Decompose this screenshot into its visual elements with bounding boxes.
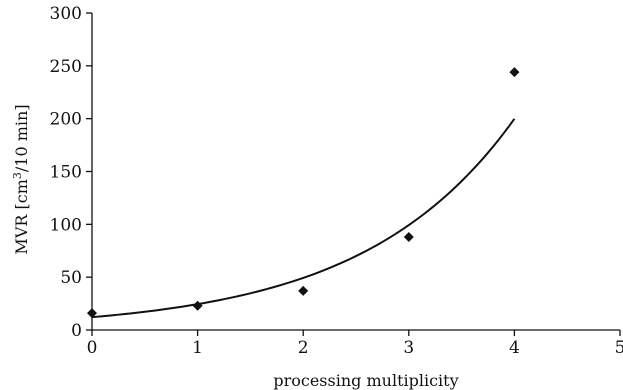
x-tick-label-3: 3: [403, 338, 414, 358]
y-tick-label-150: 150: [50, 163, 82, 183]
y-tick-label-300: 300: [50, 4, 82, 24]
y-axis-title-main: MVR [cm: [12, 179, 31, 254]
y-axis-title: MVR [cm3/10 min]: [11, 104, 32, 254]
x-tick-label-4: 4: [509, 338, 520, 358]
y-tick-label-0: 0: [71, 321, 82, 341]
x-tick-label-0: 0: [87, 338, 98, 358]
y-tick-label-100: 100: [50, 215, 82, 235]
data-points: [87, 67, 520, 319]
y-tick-label-200: 200: [50, 110, 82, 130]
data-point-2: [298, 285, 309, 296]
y-axis-title-tail: /10 min]: [12, 104, 31, 172]
axes: [91, 13, 620, 331]
y-axis-title-superscript: 3: [11, 172, 24, 179]
data-point-0: [87, 308, 97, 319]
exponential-trendline: [91, 118, 516, 319]
tick-labels: 0 50 100 150 200 250 300 0 1 2 3 4 5: [50, 4, 623, 358]
x-axis-title: processing multiplicity: [273, 371, 458, 390]
y-tick-label-250: 250: [50, 57, 82, 77]
x-tick-label-1: 1: [192, 338, 203, 358]
data-point-4: [509, 67, 520, 78]
data-point-1: [192, 300, 203, 311]
x-tick-label-2: 2: [298, 338, 309, 358]
data-point-3: [403, 232, 414, 243]
y-tick-label-50: 50: [60, 268, 82, 288]
x-tick-label-5: 5: [615, 338, 623, 358]
tick-marks: [86, 12, 621, 336]
